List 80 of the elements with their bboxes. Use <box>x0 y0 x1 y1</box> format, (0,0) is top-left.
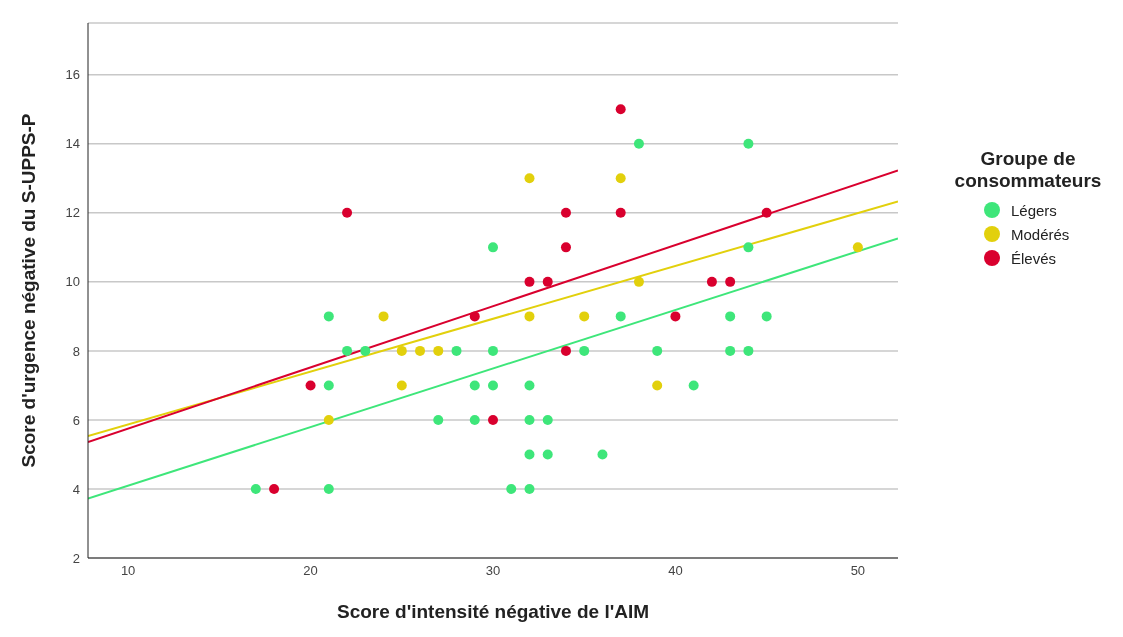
point <box>469 311 480 322</box>
point <box>524 173 535 184</box>
point <box>342 207 353 218</box>
point <box>469 380 480 391</box>
point <box>524 414 535 425</box>
point <box>725 276 736 287</box>
point <box>652 345 663 356</box>
point <box>743 242 754 253</box>
point <box>706 276 717 287</box>
point <box>396 345 407 356</box>
point <box>396 380 407 391</box>
y-tick-label: 4 <box>72 481 80 497</box>
legend-label: Modérés <box>1011 225 1070 243</box>
point <box>743 138 754 149</box>
point <box>633 138 644 149</box>
x-tick-label: 50 <box>850 563 866 579</box>
point <box>506 483 517 494</box>
point <box>615 207 626 218</box>
x-axis-title: Score d'intensité négative de l'AIM <box>336 601 650 622</box>
point <box>542 276 553 287</box>
point <box>615 311 626 322</box>
point <box>488 414 498 425</box>
point <box>323 380 334 391</box>
y-tick-label: 16 <box>65 67 80 83</box>
point <box>725 311 736 322</box>
point <box>469 414 480 425</box>
point <box>743 345 754 356</box>
legend-title: Groupe de consommateurs <box>953 148 1103 192</box>
point <box>560 242 571 253</box>
y-tick-label: 2 <box>72 550 80 566</box>
x-tick-label: 20 <box>303 563 318 579</box>
point <box>488 345 498 356</box>
point <box>560 345 571 356</box>
point <box>342 345 353 356</box>
legend-label: Légers <box>1011 201 1057 219</box>
point <box>433 345 444 356</box>
point <box>524 311 535 322</box>
point <box>688 380 699 391</box>
point <box>852 242 863 253</box>
point <box>488 242 498 253</box>
y-tick-label: 8 <box>72 343 80 359</box>
point <box>579 345 590 356</box>
point <box>269 483 280 494</box>
point <box>560 207 571 218</box>
point <box>323 483 334 494</box>
point <box>360 345 371 356</box>
x-tick-label: 10 <box>120 563 136 579</box>
point <box>323 311 334 322</box>
point <box>250 483 261 494</box>
y-tick-label: 12 <box>65 205 80 221</box>
point <box>615 104 626 115</box>
point <box>633 276 644 287</box>
point <box>597 449 608 460</box>
point <box>524 276 535 287</box>
point <box>579 311 590 322</box>
y-axis-title: Score d'urgence négative du S-UPPS-P <box>17 113 39 468</box>
point <box>305 380 316 391</box>
y-tick-label: 6 <box>72 412 80 428</box>
x-tick-label: 40 <box>668 563 683 579</box>
point <box>542 449 553 460</box>
point <box>652 380 663 391</box>
point <box>615 173 626 184</box>
point <box>542 414 553 425</box>
point <box>415 345 426 356</box>
point <box>433 414 444 425</box>
point <box>524 483 535 494</box>
x-tick-label: 30 <box>485 563 501 579</box>
point <box>451 345 462 356</box>
point <box>524 380 535 391</box>
point <box>488 380 498 391</box>
legend-label: Élevés <box>1011 249 1057 267</box>
point <box>524 449 535 460</box>
point <box>670 311 681 322</box>
point <box>323 414 334 425</box>
point <box>761 207 772 218</box>
point <box>378 311 389 322</box>
point <box>725 345 736 356</box>
y-tick-label: 14 <box>65 136 80 152</box>
y-tick-label: 10 <box>65 274 80 290</box>
point <box>761 311 772 322</box>
